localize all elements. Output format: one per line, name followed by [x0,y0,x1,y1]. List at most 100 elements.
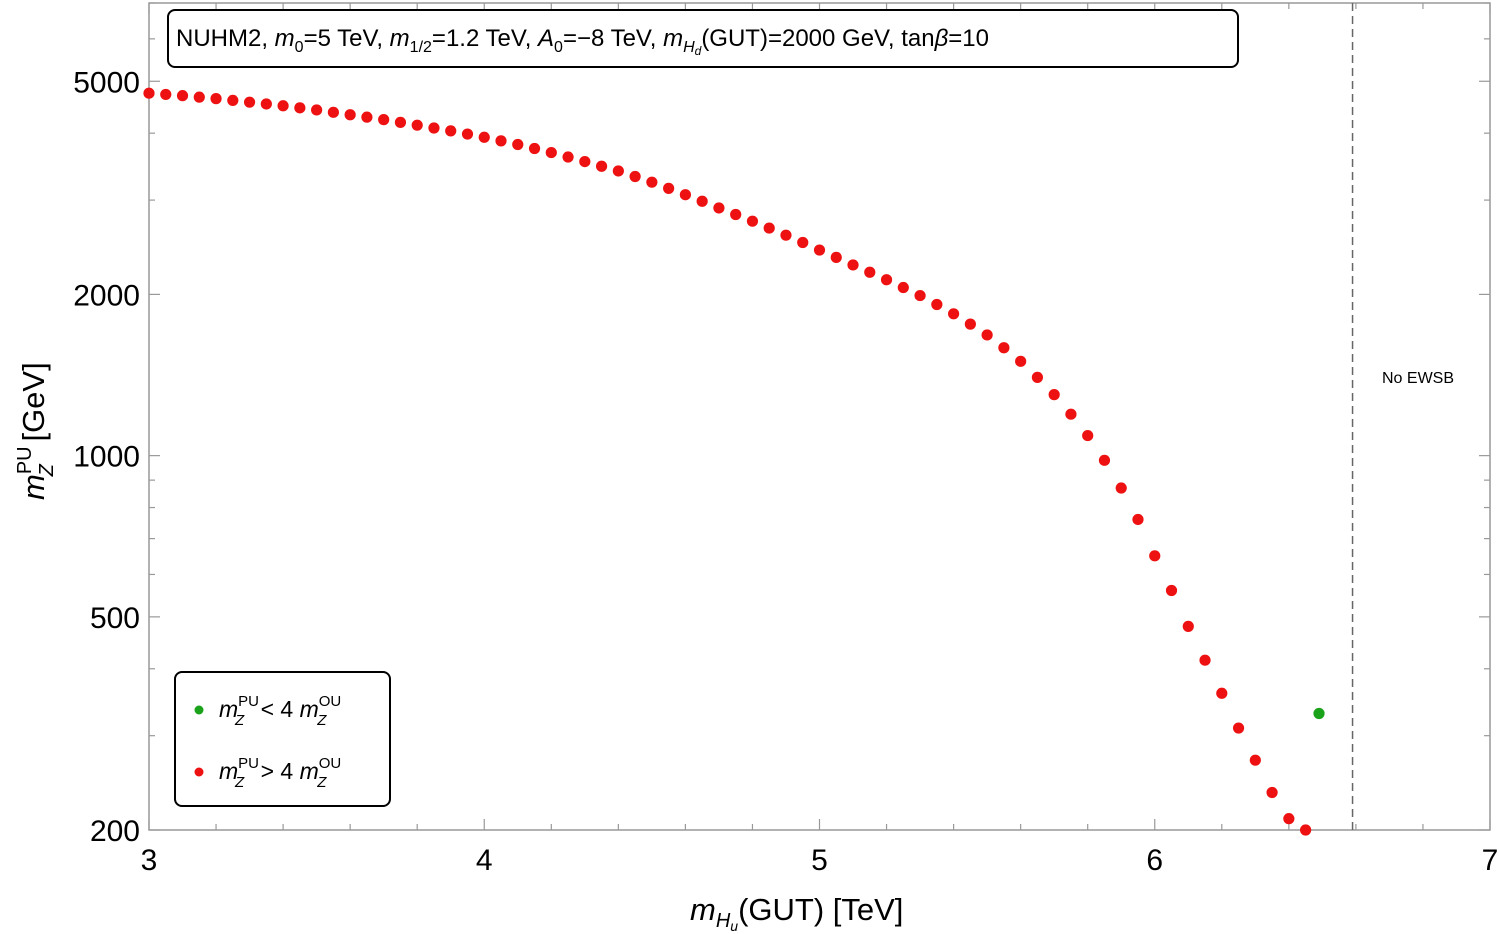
y-tick-label: 500 [90,602,140,635]
data-point-green [1313,707,1325,720]
data-point-red [1065,408,1077,420]
title-mhd-subscript: H [683,39,695,56]
data-point-red [1249,754,1261,766]
title-mhd-value: (GUT)=2000 GeV, tan [701,25,934,52]
data-point-red [847,259,859,271]
data-point-red [1132,513,1144,526]
data-point-red [344,109,356,121]
data-point-red [746,215,759,227]
x-tick-label: 3 [141,844,158,877]
title-model: NUHM2, [176,25,275,52]
data-point-red [428,122,440,134]
data-point-red [243,96,256,108]
data-point-red [964,318,976,330]
data-point-red [1015,355,1027,367]
data-point-red [1048,389,1060,401]
data-point-red [696,195,708,207]
data-point-red [813,244,826,256]
data-point-red [277,100,289,112]
data-point-red [294,102,306,114]
title-m0-symbol: m [275,25,295,52]
title-beta-symbol: β [934,25,949,52]
data-point-red [1266,786,1278,799]
title-a0-symbol: A [536,25,554,52]
data-point-red [411,119,423,131]
y-tick-label: 2000 [73,279,140,312]
data-point-red [595,160,608,172]
data-point-red [579,155,591,168]
data-point-red [311,104,323,116]
legend: mPU Z < 4 mOU Z mPU Z > 4 mOU Z [174,671,391,807]
no-ewsb-label: No EWSB [1382,370,1454,387]
data-point-red [227,94,239,107]
data-point-red [998,342,1010,354]
title-m0-subscript: 0 [295,39,304,56]
data-point-red [1283,813,1295,825]
x-tick-label: 4 [476,844,493,877]
data-point-red [646,176,658,188]
axis-ticks: 3 4 5 6 7 200 500 1000 2000 5000 [73,2,1499,877]
data-point-red [445,125,457,137]
data-point-red [981,329,993,341]
data-point-red [478,131,490,143]
title-tanb-value: =10 [948,25,989,52]
title-m12-symbol: m [390,25,410,52]
data-point-red [327,106,339,118]
x-axis-title: mHu(GUT) [TeV] [690,892,903,934]
data-point-red [528,142,541,155]
data-point-red [948,308,960,320]
title-m12-value: =1.2 TeV, [432,25,538,52]
data-point-red [880,274,893,286]
data-point-red [864,266,876,278]
title-m12-subscript: 1/2 [410,39,432,56]
chart-title: NUHM2, m0=5 TeV, m1/2=1.2 TeV, A0=−8 TeV… [176,25,989,58]
data-point-red [1216,687,1228,699]
x-tick-label: 5 [811,844,828,877]
data-point-red [361,111,373,123]
data-point-red [378,114,390,126]
data-point-red [394,116,407,128]
data-point-red [1182,620,1194,632]
data-point-red [1115,482,1127,494]
data-point-red [1232,722,1245,734]
data-point-red [663,182,675,194]
data-point-red [512,138,524,151]
data-point-red [830,251,842,263]
title-a0-value: =−8 TeV, [563,25,663,52]
data-point-red [780,229,792,241]
data-point-red [160,88,172,101]
title-mhd-symbol: m [663,25,683,52]
data-point-red [1199,654,1211,666]
data-point-red [730,208,742,221]
data-point-red [461,128,474,140]
data-point-red [612,165,624,177]
chart-title-box: NUHM2, m0=5 TeV, m1/2=1.2 TeV, A0=−8 TeV… [167,9,1239,68]
data-point-red [1165,584,1178,597]
title-a0-subscript: 0 [554,39,563,56]
data-point-red [193,91,205,103]
title-m0-value: =5 TeV, [304,25,390,52]
y-tick-label: 5000 [73,66,140,99]
legend-marker-red [194,767,204,777]
data-points [143,87,1325,836]
title-mhd-subsubscript: d [695,44,702,58]
legend-entry-green: mPU Z < 4 mOU Z [219,693,341,729]
data-point-red [1300,824,1312,836]
data-point-red [713,202,725,214]
data-point-red [210,93,222,105]
y-axis-title: mPUZ [GeV] [14,362,58,500]
data-point-red [1149,550,1161,562]
data-point-red [176,90,189,102]
data-point-red [931,298,943,311]
data-point-red [1098,454,1111,466]
y-tick-label: 200 [90,815,140,848]
x-tick-label: 7 [1482,844,1499,877]
data-point-red [1082,429,1094,442]
legend-entry-red: mPU Z > 4 mOU Z [219,755,341,791]
data-point-red [629,170,641,183]
x-tick-label: 6 [1146,844,1163,877]
data-point-red [897,281,909,294]
legend-marker-green [194,705,204,715]
data-point-red [679,189,692,201]
